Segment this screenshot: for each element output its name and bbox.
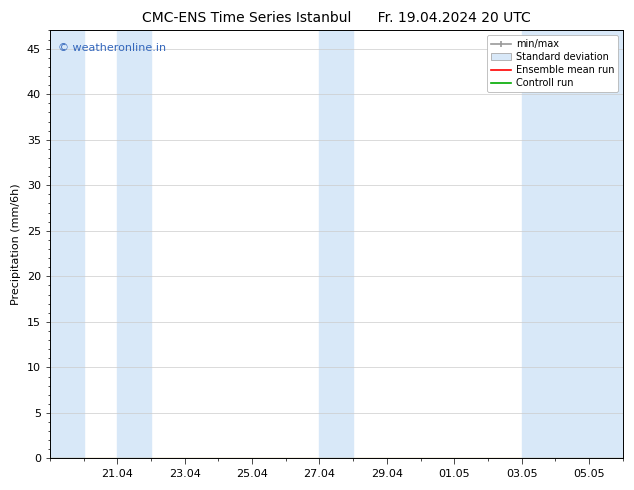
Legend: min/max, Standard deviation, Ensemble mean run, Controll run: min/max, Standard deviation, Ensemble me…: [488, 35, 618, 92]
Text: © weatheronline.in: © weatheronline.in: [58, 43, 167, 53]
Bar: [522, 30, 623, 459]
Bar: [117, 30, 151, 459]
Bar: [320, 30, 353, 459]
Y-axis label: Precipitation (mm/6h): Precipitation (mm/6h): [11, 184, 21, 305]
Bar: [50, 30, 84, 459]
Title: CMC-ENS Time Series Istanbul      Fr. 19.04.2024 20 UTC: CMC-ENS Time Series Istanbul Fr. 19.04.2…: [142, 11, 531, 25]
